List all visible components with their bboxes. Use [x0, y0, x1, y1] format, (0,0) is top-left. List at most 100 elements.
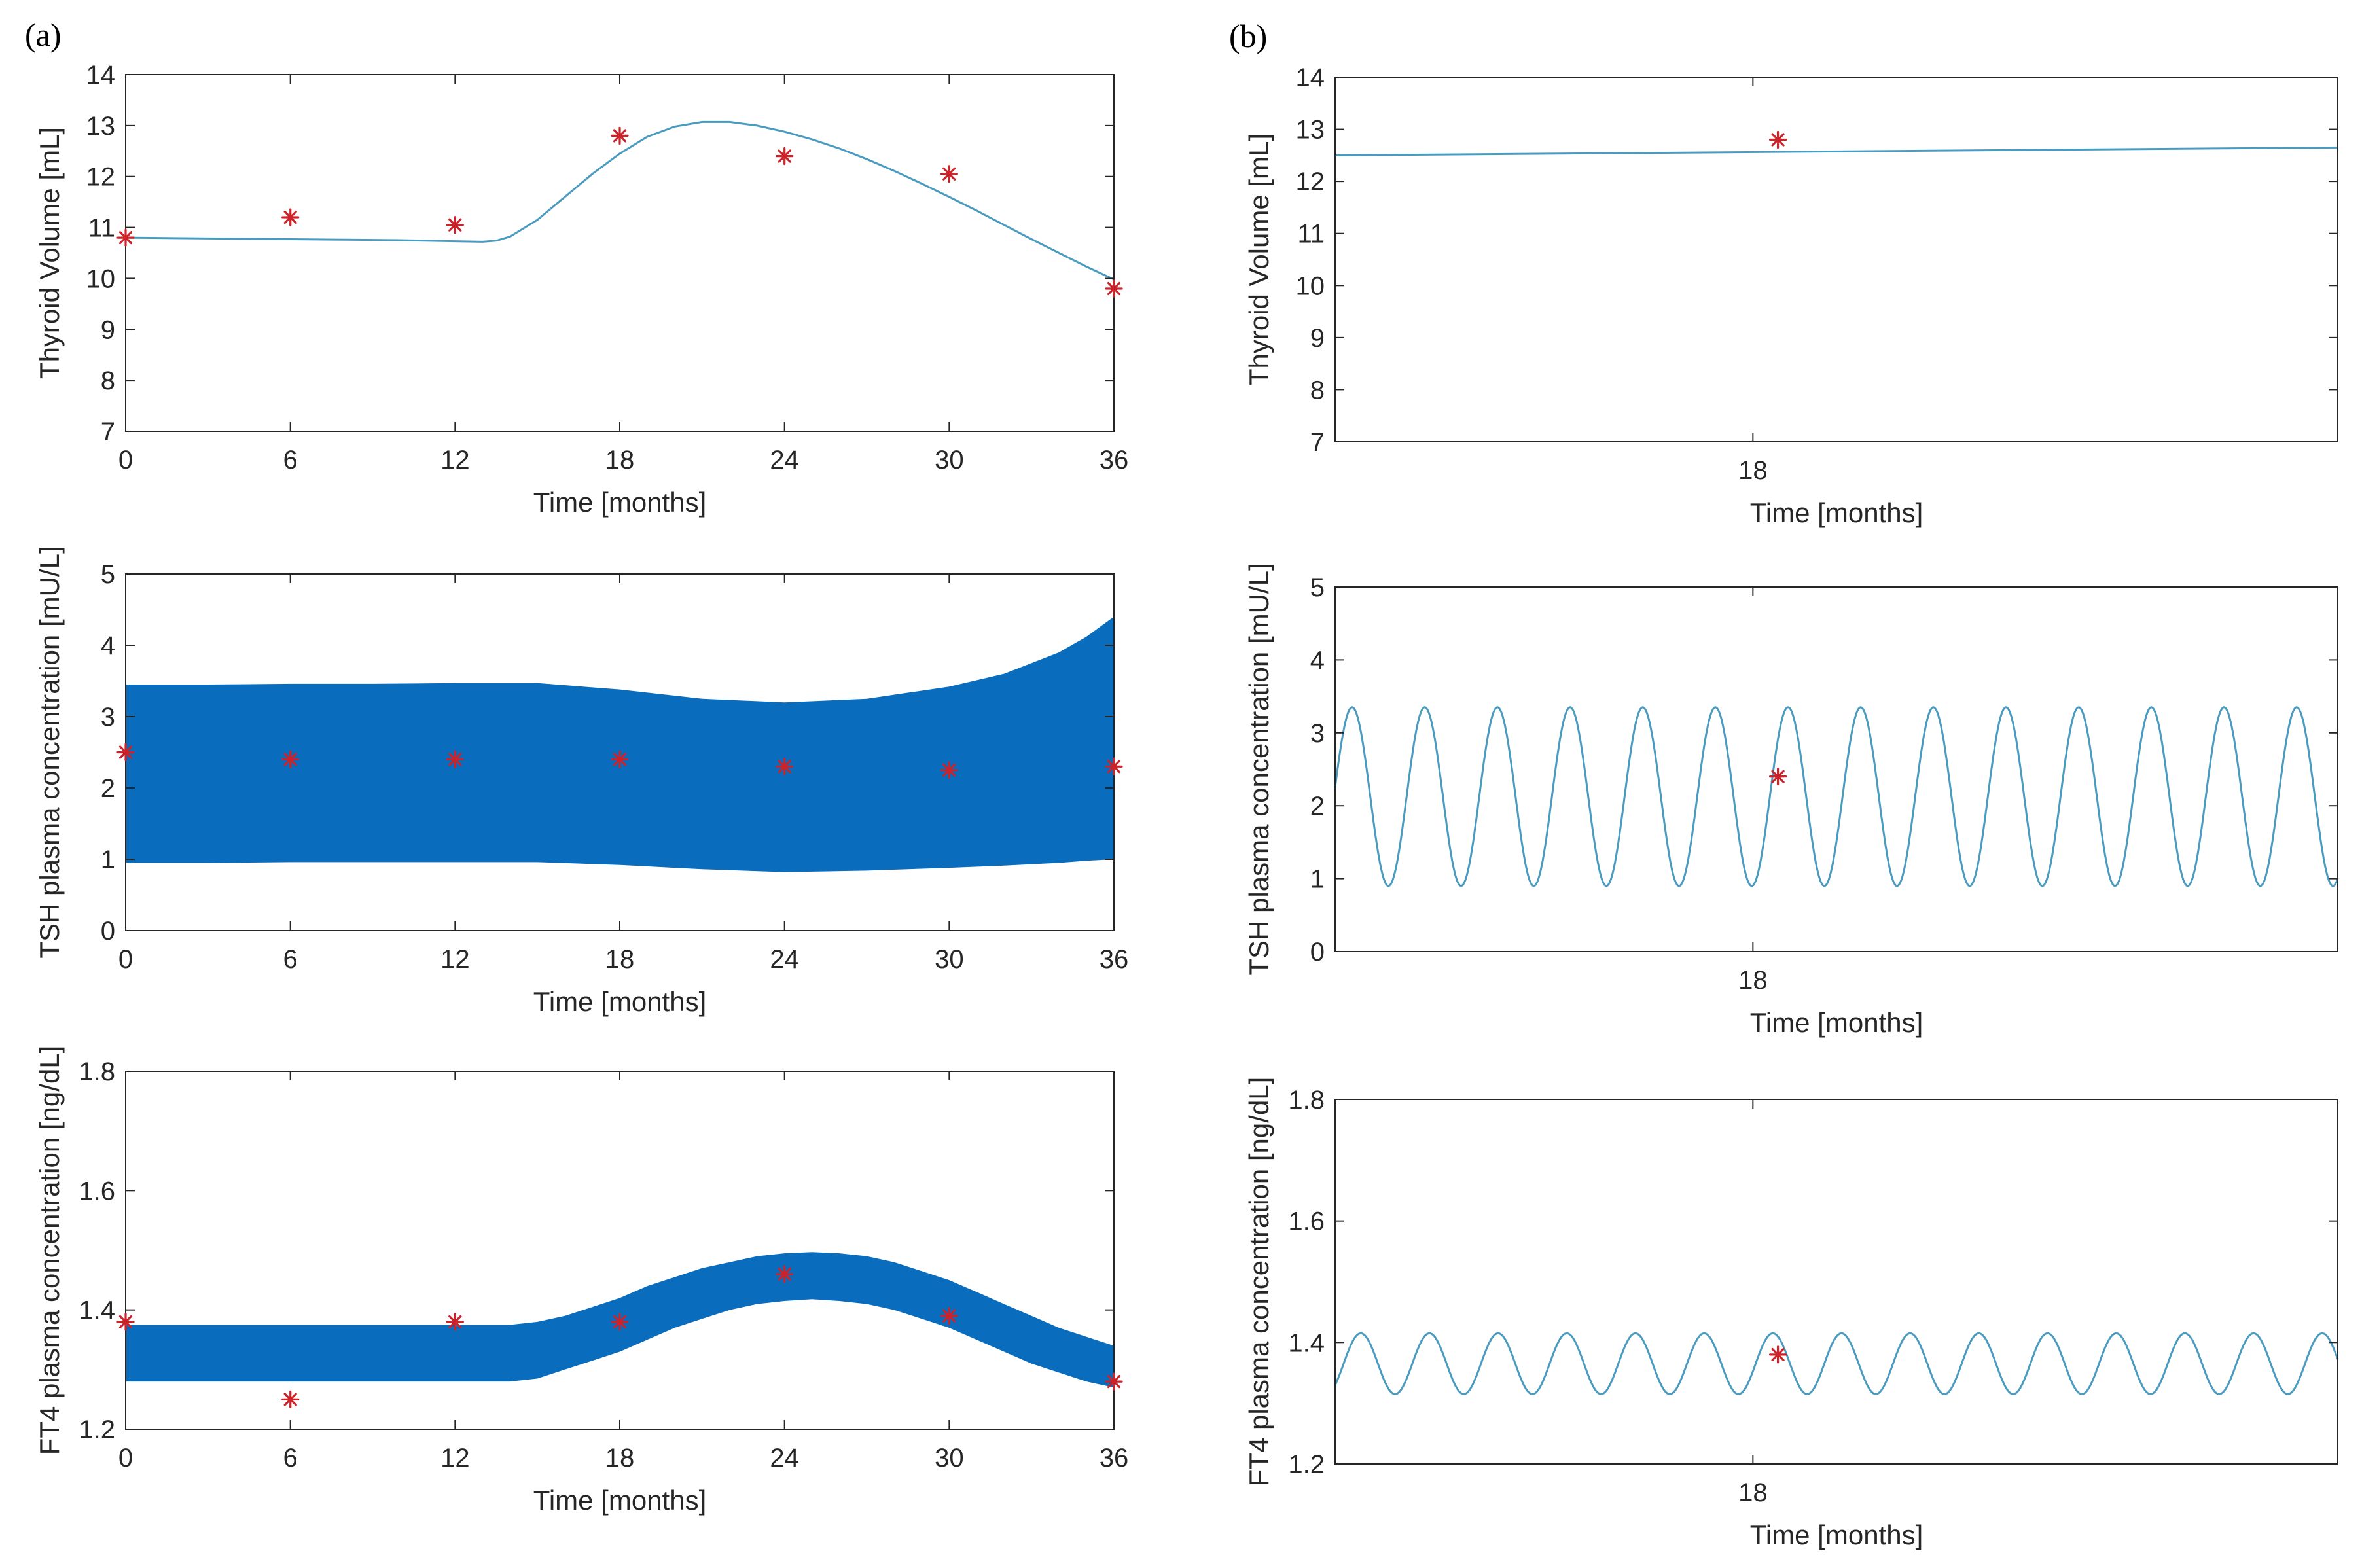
x-tick-label: 36	[1100, 446, 1129, 474]
observed-marker	[777, 149, 793, 164]
y-tick-label: 1.8	[79, 1058, 115, 1086]
x-tick-label: 6	[283, 1444, 298, 1472]
y-tick-label: 1.6	[1288, 1207, 1325, 1236]
observed-marker	[612, 128, 628, 143]
y-tick-label: 5	[101, 560, 115, 589]
x-tick-label: 24	[770, 945, 799, 974]
x-tick-label: 6	[283, 945, 298, 974]
observed-marker	[118, 230, 134, 245]
panel-label-b: (b)	[1229, 18, 1267, 54]
x-axis-label: Time [months]	[533, 487, 707, 518]
y-tick-label: 8	[1310, 376, 1325, 404]
observed-marker	[941, 1308, 957, 1324]
model-line-b3	[1335, 1333, 2338, 1394]
panel-label-a: (a)	[25, 16, 62, 53]
y-tick-label: 3	[101, 703, 115, 732]
y-tick-label: 7	[1310, 428, 1325, 457]
x-tick-label: 18	[1738, 1478, 1768, 1507]
y-tick-label: 1.8	[1288, 1086, 1325, 1114]
y-tick-label: 14	[1296, 63, 1325, 92]
x-tick-label: 30	[935, 1444, 964, 1472]
observed-marker	[941, 166, 957, 182]
x-tick-label: 18	[605, 945, 635, 974]
y-tick-label: 1.2	[1288, 1450, 1325, 1479]
x-axis-label: Time [months]	[533, 1485, 707, 1516]
x-tick-label: 36	[1100, 945, 1129, 974]
y-tick-label: 0	[101, 917, 115, 946]
y-tick-label: 2	[1310, 792, 1325, 821]
chart-a1: 0 6 12 18 24 30 36 7 8 9 10 11 12 13 14 Time [months] Th…	[34, 61, 1128, 518]
model-line-b1	[1335, 147, 2338, 155]
x-tick-label: 18	[605, 1444, 635, 1472]
model-line-a1	[126, 122, 1114, 279]
y-tick-label: 7	[101, 418, 115, 446]
y-tick-label: 4	[1310, 646, 1325, 675]
y-tick-label: 1.4	[79, 1296, 115, 1325]
y-tick-label: 5	[1310, 573, 1325, 602]
axes-box-b3	[1335, 1099, 2338, 1464]
y-tick-label: 8	[101, 366, 115, 395]
y-axis-label: TSH plasma concentration [mU/L]	[34, 546, 65, 958]
y-tick-label: 13	[86, 112, 116, 141]
observed-marker	[447, 751, 463, 767]
y-tick-label: 13	[1296, 116, 1325, 145]
y-axis-label: Thyroid Volume [mL]	[34, 127, 65, 379]
observed-marker	[1106, 281, 1122, 296]
x-tick-label: 36	[1100, 1444, 1129, 1472]
x-tick-label: 18	[1738, 456, 1768, 485]
x-tick-label: 0	[118, 446, 133, 474]
observed-marker	[777, 758, 793, 774]
observed-marker	[447, 1314, 463, 1330]
x-axis-label: Time [months]	[1750, 497, 1924, 528]
x-tick-label: 18	[605, 446, 635, 474]
model-line-b2	[1335, 707, 2338, 886]
observed-marker	[1770, 769, 1786, 785]
y-tick-label: 10	[1296, 272, 1325, 300]
x-tick-label: 12	[440, 945, 470, 974]
y-tick-label: 10	[86, 264, 116, 293]
band-area-a2	[126, 616, 1114, 872]
y-tick-label: 14	[86, 61, 116, 90]
y-tick-label: 4	[101, 632, 115, 660]
y-tick-label: 0	[1310, 938, 1325, 967]
observed-marker	[118, 1314, 134, 1330]
x-tick-label: 12	[440, 446, 470, 474]
y-tick-label: 1	[1310, 865, 1325, 894]
y-tick-label: 9	[1310, 324, 1325, 353]
y-tick-label: 11	[1297, 220, 1325, 249]
observed-marker	[612, 1314, 628, 1330]
observed-marker	[283, 209, 298, 225]
x-tick-label: 0	[118, 1444, 133, 1472]
x-tick-label: 12	[440, 1444, 470, 1472]
y-axis-label: FT4 plasma concentration [ng/dL]	[34, 1046, 65, 1455]
x-axis-label: Time [months]	[1750, 1007, 1924, 1038]
observed-marker	[1770, 132, 1786, 148]
chart-a3: 0 6 12 18 24 30 36 1.2 1.4 1.6 1.8 Time [months] FT4…	[34, 1046, 1128, 1516]
x-tick-label: 24	[770, 1444, 799, 1472]
observed-marker	[777, 1266, 793, 1282]
x-tick-label: 30	[935, 945, 964, 974]
x-tick-label: 24	[770, 446, 799, 474]
y-tick-label: 1	[101, 846, 115, 874]
observed-marker	[283, 1391, 298, 1407]
x-axis-label: Time [months]	[533, 986, 707, 1017]
axes-box-b1	[1335, 77, 2338, 442]
y-tick-label: 1.4	[1288, 1328, 1325, 1357]
axes-box-b2	[1335, 587, 2338, 952]
chart-b3: 18 1.2 1.4 1.6 1.8 Time [months] FT4 plasma co…	[1244, 1077, 2338, 1550]
observed-marker	[283, 751, 298, 767]
y-tick-label: 1.6	[79, 1177, 115, 1205]
observed-marker	[1770, 1347, 1786, 1363]
x-tick-label: 6	[283, 446, 298, 474]
y-axis-label: TSH plasma concentration [mU/L]	[1244, 563, 1274, 975]
x-tick-label: 30	[935, 446, 964, 474]
figure-canvas: (a) (b) 0 6 12 18 24 30 367891011121314Time [m…	[0, 0, 2362, 1568]
chart-b1: 18 7 8 9 10 11 12 13 14 Time [months] Thyroid Volu…	[1244, 63, 2338, 528]
observed-marker	[447, 217, 463, 233]
observed-marker	[612, 751, 628, 767]
observed-marker	[941, 762, 957, 778]
y-tick-label: 9	[101, 315, 115, 344]
observed-marker	[1106, 1374, 1122, 1389]
y-tick-label: 11	[88, 214, 115, 243]
